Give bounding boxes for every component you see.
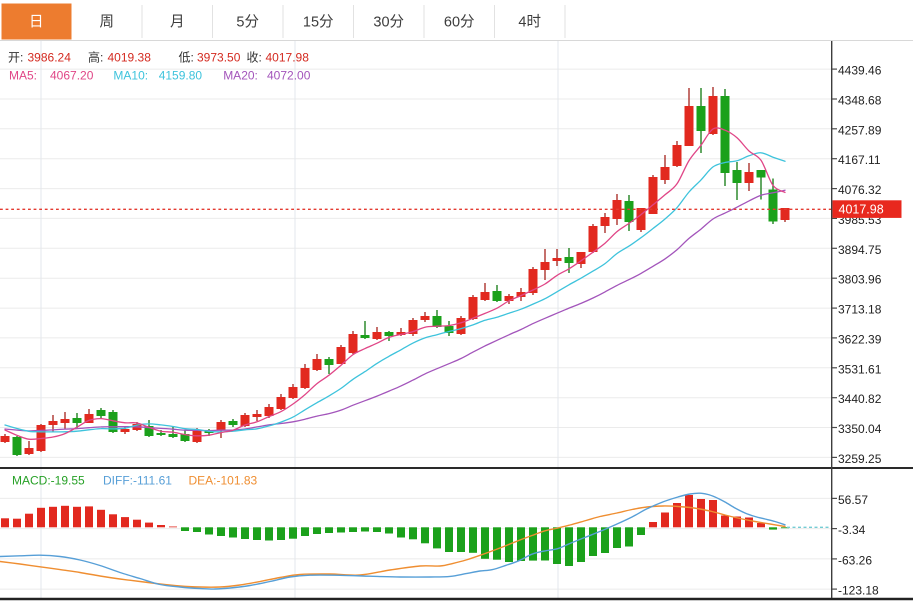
svg-text:15分: 15分 bbox=[303, 14, 334, 31]
svg-text:开:3986.24高:4019.38低:3973.50收:4: 开: 3986.24 高: 4019.38 低: 3973.50 收: 4017.98 bbox=[8, 50, 309, 65]
svg-text:5分: 5分 bbox=[236, 14, 259, 31]
svg-text:-3.34: -3.34 bbox=[838, 523, 866, 537]
svg-text:4017.98: 4017.98 bbox=[839, 203, 884, 217]
svg-text:3531.61: 3531.61 bbox=[838, 362, 882, 376]
svg-text:3713.18: 3713.18 bbox=[838, 303, 882, 317]
svg-text:4076.32: 4076.32 bbox=[838, 183, 882, 197]
svg-text:-63.26: -63.26 bbox=[838, 553, 872, 567]
svg-text:3803.96: 3803.96 bbox=[838, 273, 882, 287]
svg-text:56.57: 56.57 bbox=[838, 493, 868, 507]
svg-text:60分: 60分 bbox=[444, 14, 475, 31]
svg-text:4348.68: 4348.68 bbox=[838, 94, 882, 108]
svg-text:30分: 30分 bbox=[373, 14, 404, 31]
svg-text:-123.18: -123.18 bbox=[838, 584, 879, 598]
svg-text:4167.11: 4167.11 bbox=[838, 153, 881, 167]
svg-text:3350.04: 3350.04 bbox=[838, 422, 882, 436]
svg-text:3622.39: 3622.39 bbox=[838, 332, 882, 346]
svg-text:4439.46: 4439.46 bbox=[838, 64, 882, 78]
svg-text:4257.89: 4257.89 bbox=[838, 123, 882, 137]
svg-text:3894.75: 3894.75 bbox=[838, 243, 882, 257]
svg-text:3259.25: 3259.25 bbox=[838, 452, 882, 466]
svg-text:3440.82: 3440.82 bbox=[838, 392, 882, 406]
svg-text:月: 月 bbox=[170, 15, 185, 31]
svg-text:周: 周 bbox=[99, 15, 114, 31]
svg-text:日: 日 bbox=[29, 15, 44, 31]
svg-text:4时: 4时 bbox=[518, 14, 541, 31]
